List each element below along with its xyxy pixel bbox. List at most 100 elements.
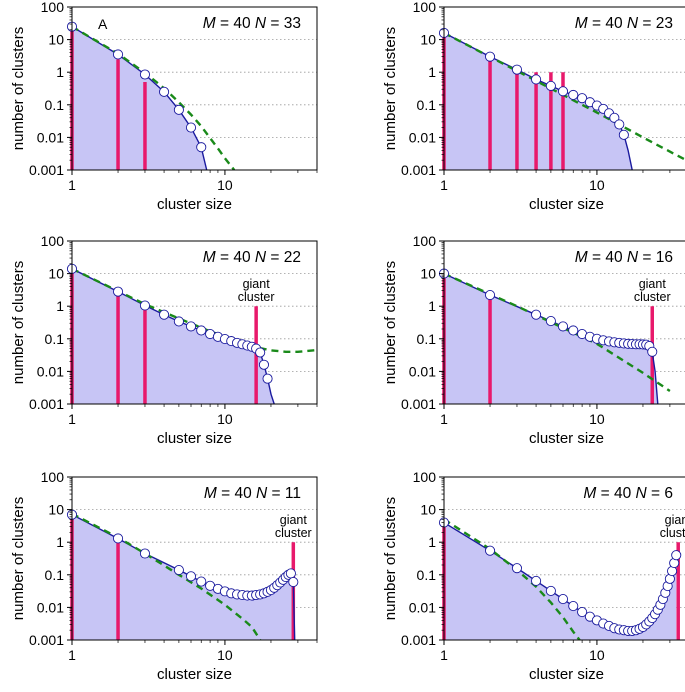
- y-tick-label: 0.01: [409, 129, 436, 145]
- y-tick-label: 0.01: [37, 129, 64, 145]
- distribution-point: [196, 576, 207, 587]
- x-tick-label: 1: [68, 177, 76, 193]
- distribution-point: [255, 347, 266, 358]
- n-symbol: N: [627, 15, 639, 32]
- giant-cluster-label: cluster: [238, 290, 275, 304]
- y-tick-label: 0.1: [45, 567, 65, 583]
- distribution-point: [614, 119, 625, 130]
- distribution-point: [557, 321, 569, 332]
- y-tick-label: 10: [420, 32, 436, 48]
- distribution-point: [618, 129, 629, 140]
- n-symbol: N: [256, 485, 268, 502]
- n-symbol: N: [255, 249, 267, 266]
- y-axis-label: number of clusters: [10, 27, 27, 150]
- distribution-point: [258, 359, 270, 370]
- x-tick-label: 1: [68, 647, 76, 663]
- parameter-annotation: M = 40 N = 33: [203, 15, 301, 32]
- reference-curve: [72, 512, 262, 640]
- giant-cluster-label: cluster: [660, 526, 685, 540]
- m-value: = 40: [216, 15, 255, 32]
- distribution-point: [484, 545, 496, 556]
- n-symbol: N: [636, 485, 648, 502]
- y-tick-label: 100: [413, 233, 437, 249]
- distribution-point: [196, 142, 207, 153]
- giant-cluster-label: giant: [243, 277, 271, 291]
- distribution-point: [285, 568, 296, 579]
- n-value: = 6: [647, 485, 673, 502]
- giant-cluster-label: giant: [639, 277, 667, 291]
- y-tick-label: 100: [413, 469, 437, 485]
- distribution-point: [531, 74, 542, 85]
- y-tick-label: 0.001: [29, 632, 64, 648]
- distribution-point: [568, 325, 579, 336]
- distribution-point: [139, 548, 151, 559]
- y-tick-label: 1: [428, 298, 436, 314]
- m-value: = 40: [596, 485, 635, 502]
- plot-frame: [443, 240, 685, 405]
- distribution-point: [159, 309, 170, 320]
- y-axis-label: number of clusters: [382, 261, 399, 384]
- x-tick-label: 10: [589, 177, 605, 193]
- x-tick-label: 1: [440, 411, 448, 427]
- distribution-point: [112, 533, 124, 544]
- distribution-point: [159, 86, 170, 97]
- y-tick-label: 0.001: [29, 162, 64, 178]
- m-value: = 40: [588, 249, 627, 266]
- y-tick-label: 0.01: [37, 599, 64, 615]
- x-axis-label: cluster size: [157, 196, 232, 213]
- y-tick-label: 1: [428, 64, 436, 80]
- distribution-area: [72, 514, 295, 640]
- distribution-point: [557, 594, 569, 605]
- distribution-point: [557, 86, 569, 97]
- x-tick-label: 10: [217, 411, 233, 427]
- y-tick-label: 100: [41, 469, 65, 485]
- y-tick-label: 0.1: [45, 97, 65, 113]
- y-tick-label: 1: [56, 534, 64, 550]
- distribution-point: [568, 89, 579, 101]
- x-tick-label: 10: [217, 647, 233, 663]
- distribution-point: [196, 325, 207, 336]
- y-tick-label: 0.1: [45, 331, 65, 347]
- distribution-point: [647, 346, 658, 357]
- distribution-point: [545, 80, 556, 91]
- distribution-point: [185, 321, 197, 332]
- y-tick-label: 1: [56, 298, 64, 314]
- y-tick-label: 0.001: [29, 396, 64, 412]
- distribution-point: [568, 601, 579, 612]
- n-symbol: N: [627, 249, 639, 266]
- n-value: = 22: [266, 249, 301, 266]
- x-tick-label: 1: [68, 411, 76, 427]
- distribution-area: [444, 522, 677, 640]
- x-axis-label: cluster size: [529, 196, 604, 213]
- m-symbol: M: [575, 15, 588, 32]
- y-axis-label: number of clusters: [10, 497, 27, 620]
- y-tick-label: 0.1: [417, 331, 437, 347]
- distribution-area: [444, 273, 658, 404]
- distribution-area: [72, 268, 275, 404]
- distribution-point: [531, 575, 542, 586]
- parameter-annotation: M = 40 N = 16: [575, 249, 673, 266]
- y-tick-label: 100: [413, 0, 437, 15]
- distribution-point: [531, 309, 542, 320]
- y-tick-label: 0.01: [37, 363, 64, 379]
- parameter-annotation: M = 40 N = 23: [575, 15, 673, 32]
- m-symbol: M: [203, 249, 216, 266]
- y-tick-label: 0.01: [409, 599, 436, 615]
- panel-label: A: [98, 16, 108, 32]
- y-tick-label: 0.01: [409, 363, 436, 379]
- distribution-point: [139, 300, 151, 311]
- distribution-point: [671, 550, 682, 561]
- distribution-point: [139, 69, 151, 80]
- distribution-point: [173, 104, 184, 115]
- distribution-point: [185, 122, 197, 133]
- parameter-annotation: M = 40 N = 6: [583, 485, 673, 502]
- x-axis-label: cluster size: [529, 430, 604, 447]
- distribution-point: [577, 93, 588, 104]
- distribution-point: [112, 286, 124, 297]
- distribution-point: [484, 289, 496, 301]
